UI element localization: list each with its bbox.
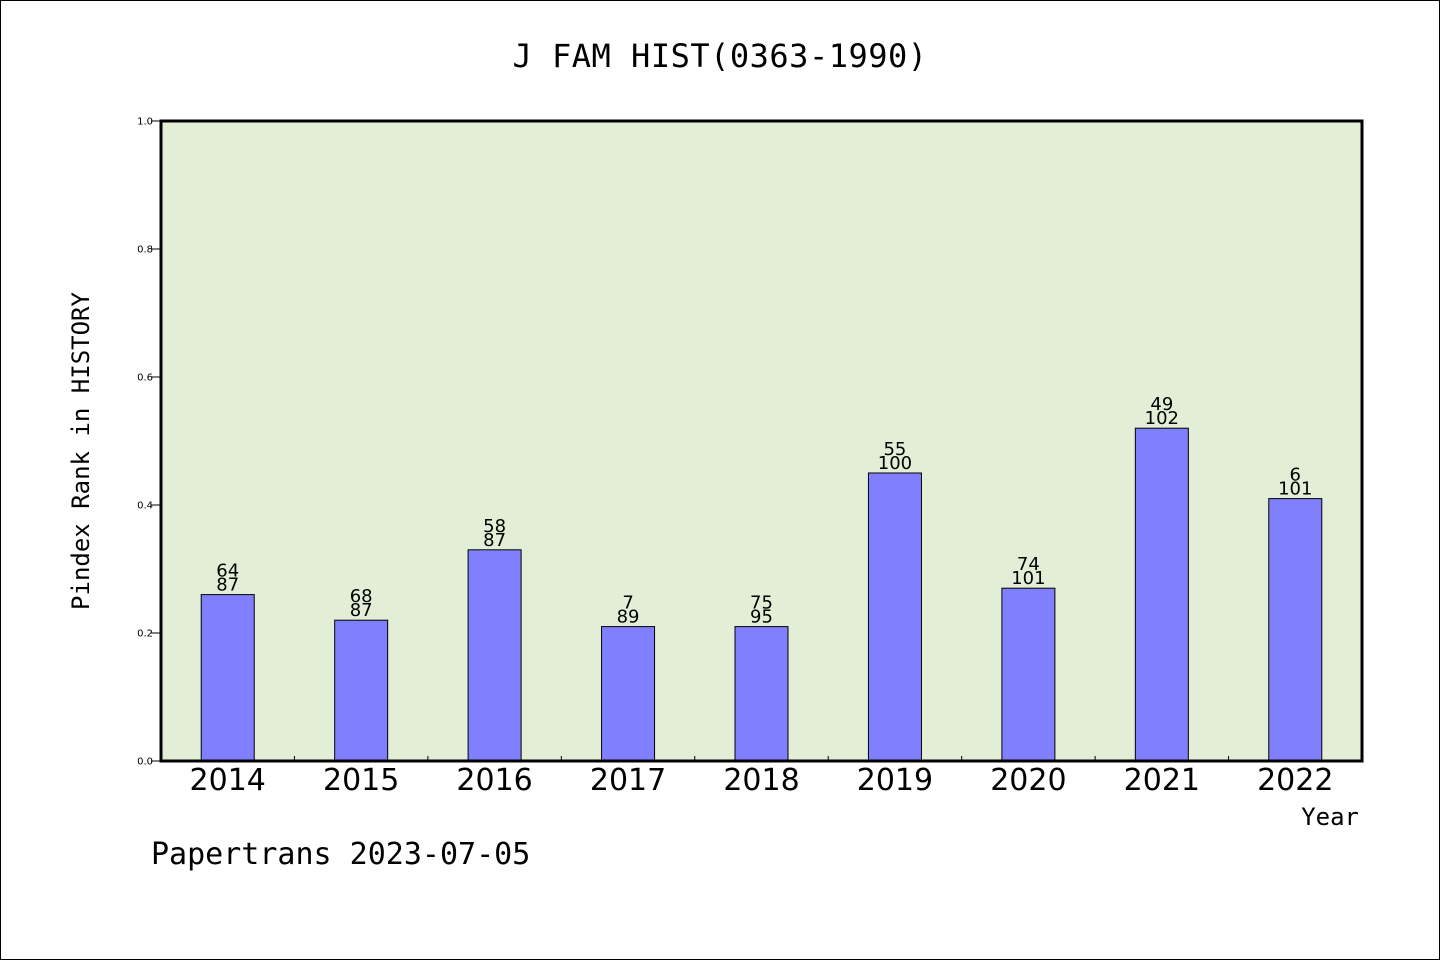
x-tick-label: 2018 xyxy=(723,763,799,798)
bar xyxy=(734,626,789,762)
bar-label-top: 58 xyxy=(483,516,506,537)
plot-frame xyxy=(159,119,1364,763)
x-axis-label: Year xyxy=(1301,803,1359,831)
bar-label-bottom: 89 xyxy=(617,607,640,628)
y-tick-label: 0.0 xyxy=(137,757,153,768)
bar xyxy=(467,549,522,762)
bar xyxy=(200,594,255,762)
bar-label-top: 49 xyxy=(1150,394,1173,415)
bar xyxy=(1268,498,1323,762)
bar-label-bottom: 101 xyxy=(1011,568,1045,589)
y-tick-label: 0.8 xyxy=(137,245,153,256)
bar xyxy=(334,619,389,762)
bar-label-bottom: 87 xyxy=(483,530,506,551)
footer-caption: Papertrans 2023-07-05 xyxy=(151,837,531,872)
bar-label-top: 7 xyxy=(622,593,633,614)
bar-label-bottom: 101 xyxy=(1278,479,1312,500)
bar-label-bottom: 102 xyxy=(1145,408,1179,429)
bar xyxy=(867,472,922,762)
y-tick-label: 1.0 xyxy=(137,117,153,128)
bar-label-bottom: 95 xyxy=(750,607,773,628)
x-tick-label: 2022 xyxy=(1257,763,1333,798)
x-tick-label: 2016 xyxy=(456,763,532,798)
bar xyxy=(1134,427,1189,762)
x-tick-label: 2021 xyxy=(1124,763,1200,798)
y-tick-label: 0.4 xyxy=(137,501,153,512)
x-tick-label: 2017 xyxy=(590,763,666,798)
bar-label-top: 6 xyxy=(1290,465,1301,486)
bar-label-top: 74 xyxy=(1017,554,1040,575)
bar-label-top: 68 xyxy=(350,586,373,607)
bar-label-top: 55 xyxy=(883,439,906,460)
x-tick-label: 2019 xyxy=(857,763,933,798)
y-tick-label: 0.6 xyxy=(137,373,153,384)
x-tick-label: 2014 xyxy=(190,763,266,798)
bar-label-bottom: 87 xyxy=(216,575,239,596)
bar-label-top: 64 xyxy=(216,561,239,582)
bar-label-bottom: 87 xyxy=(350,600,373,621)
chart-title: J FAM HIST(0363-1990) xyxy=(512,37,928,75)
bar xyxy=(601,626,656,762)
x-tick-label: 2020 xyxy=(990,763,1066,798)
bar xyxy=(1001,587,1056,762)
y-tick-label: 0.2 xyxy=(137,629,153,640)
bar-label-bottom: 100 xyxy=(878,453,912,474)
bar-label-top: 75 xyxy=(750,593,773,614)
x-tick-label: 2015 xyxy=(323,763,399,798)
